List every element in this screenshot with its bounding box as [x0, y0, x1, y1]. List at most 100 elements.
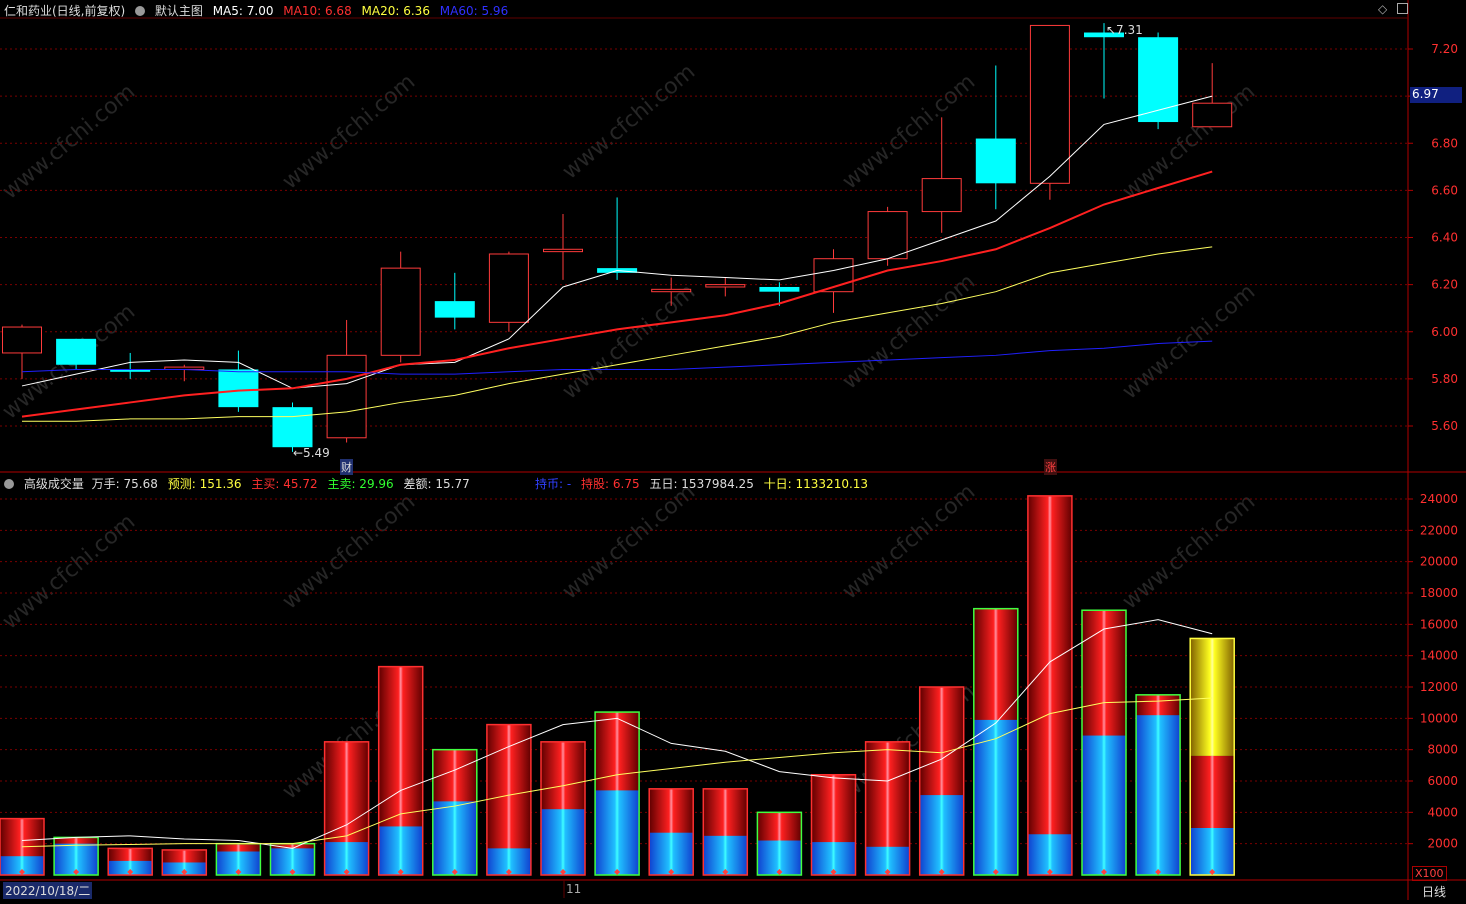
candle-body [2, 326, 42, 354]
month-marker: 11 [566, 882, 582, 896]
volume-buy-bar [1027, 495, 1072, 875]
volume-marker-dot [722, 869, 729, 875]
price-tick-label: 5.60 [1431, 419, 1458, 433]
watermark-text: www.cfchi.com [558, 59, 700, 184]
rise-marker[interactable]: 涨 [1044, 459, 1057, 475]
price-panel-header: 仁和药业(日线,前复权) 默认主图 MA5: 7.00 MA10: 6.68 M… [4, 2, 514, 19]
candle-body [326, 354, 367, 439]
lockcoin-value: 持币: - [535, 477, 572, 491]
square-icon[interactable] [1397, 3, 1409, 14]
period-label[interactable]: 日线 [1422, 885, 1447, 899]
price-tick-label: 6.40 [1431, 231, 1458, 245]
volume-forecast-bar [1190, 638, 1235, 756]
candle-body [272, 407, 313, 448]
candle-body [380, 267, 421, 356]
volume-sell-bar [216, 851, 261, 875]
ma20-value: MA20: 6.36 [361, 4, 430, 18]
volume-tick-label: 18000 [1420, 586, 1458, 600]
volume-indicator-title[interactable]: 高级成交量 [23, 477, 84, 491]
volume-sell-bar [541, 809, 585, 875]
volume-tick-label: 4000 [1427, 805, 1458, 819]
finance-marker[interactable]: 财 [340, 459, 353, 475]
volume-ma-line [21, 697, 1213, 848]
watermark-text: www.cfchi.com [0, 79, 140, 204]
volume-marker-dot [127, 869, 134, 875]
ma-line-ma10 [21, 170, 1213, 418]
dropdown-circle-icon[interactable] [135, 6, 146, 16]
diamond-icon[interactable]: ◇ [1378, 2, 1388, 16]
volume-panel-header: 高级成交量 万手: 75.68 预测: 151.36 主买: 45.72 主卖:… [4, 475, 476, 492]
volume-marker-dot [776, 869, 783, 875]
volume-sell-bar [595, 790, 640, 875]
unit-multiplier: X100 [1412, 866, 1447, 881]
candle-body [651, 288, 692, 293]
volume-marker-dot [992, 869, 999, 875]
ma5-value: MA5: 7.00 [212, 4, 274, 18]
volume-tick-label: 22000 [1420, 523, 1458, 537]
volume-sell-bar [919, 795, 964, 875]
candle-body [705, 284, 746, 288]
price-tick-label: 6.80 [1431, 136, 1458, 150]
price-tick-label: 6.20 [1431, 278, 1458, 292]
candle-body [1029, 24, 1070, 184]
low-price-label: ←5.49 [293, 446, 330, 460]
dropdown-circle-icon[interactable] [4, 479, 14, 489]
volume-ma-line [21, 619, 1213, 849]
watermark-text: www.cfchi.com [278, 489, 420, 614]
volume-tick-label: 12000 [1420, 680, 1458, 694]
volume-tick-label: 10000 [1420, 711, 1458, 725]
ten-day-value: 十日: 1133210.13 [763, 477, 869, 491]
main-buy-value: 主买: 45.72 [251, 477, 318, 491]
watermark-text: www.cfchi.com [838, 69, 980, 194]
five-day-value: 五日: 1537984.25 [649, 477, 754, 491]
volume-marker-dot [505, 869, 512, 875]
candle-body [759, 286, 800, 292]
volume-sell-bar [378, 826, 423, 875]
forecast-value: 预测: 151.36 [167, 477, 242, 491]
candle-body [218, 369, 259, 408]
candle-body [488, 253, 529, 323]
date-cursor-label: 2022/10/18/二 [3, 882, 93, 899]
candle-body [1084, 32, 1124, 38]
ma-line-ma20 [22, 246, 1213, 422]
candle-body [921, 178, 962, 213]
top-right-controls: ◇ [1378, 2, 1414, 16]
stock-title[interactable]: 仁和药业(日线,前复权) [4, 4, 126, 18]
volume-tick-label: 20000 [1420, 555, 1458, 569]
candle-body [1192, 102, 1233, 128]
diff-value: 差额: 15.77 [403, 477, 470, 491]
watermark-text: www.cfchi.com [1118, 489, 1260, 614]
holdshare-value: 持股: 6.75 [581, 477, 640, 491]
ma60-value: MA60: 5.96 [439, 4, 509, 18]
watermark-text: www.cfchi.com [838, 479, 980, 604]
volume-marker-dot [1155, 869, 1162, 875]
volume-marker-dot [397, 869, 404, 875]
volume-marker-dot [830, 869, 837, 875]
watermark-text: www.cfchi.com [0, 509, 140, 634]
volume-sell-bar [0, 856, 44, 875]
volume-sell-bar [703, 835, 748, 875]
volume-tick-label: 14000 [1420, 649, 1458, 663]
candle-body [1138, 37, 1179, 123]
ma-line-ma5 [21, 95, 1213, 389]
wanshou-value: 万手: 75.68 [91, 477, 158, 491]
watermark-text: www.cfchi.com [838, 269, 980, 394]
ma10-value: MA10: 6.68 [283, 4, 352, 18]
volume-marker-dot [938, 869, 945, 875]
candle-body [56, 338, 97, 365]
volume-sell-bar [1190, 828, 1235, 875]
candle-body [434, 301, 475, 318]
volume-sell-bar [1082, 735, 1126, 875]
volume-tick-label: 2000 [1427, 837, 1458, 851]
volume-panel-header-right: 持币: - 持股: 6.75 五日: 1537984.25 十日: 113321… [535, 475, 874, 492]
price-tick-label: 6.00 [1431, 325, 1458, 339]
volume-sell-bar [1136, 715, 1181, 875]
watermark-text: www.cfchi.com [278, 69, 420, 194]
chart-template[interactable]: 默认主图 [154, 4, 203, 18]
volume-sell-bar [108, 860, 153, 875]
candle-body [867, 211, 908, 260]
high-price-label: ↖7.31 [1106, 23, 1143, 37]
volume-tick-label: 8000 [1427, 743, 1458, 757]
